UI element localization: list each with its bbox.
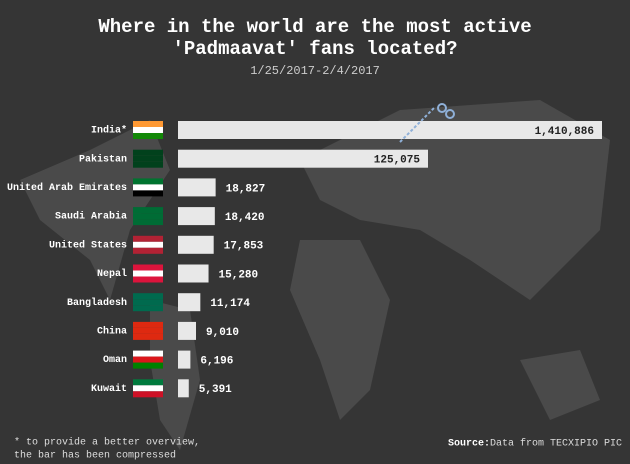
bar [178,321,197,340]
flag [133,276,163,283]
value-label: 17,853 [224,241,264,253]
flag [133,299,163,306]
value-label: 125,075 [374,155,421,167]
value-label: 9,010 [206,327,239,339]
bar [178,293,201,312]
source: Data from TECXIPIO PIC [490,438,622,450]
bar [178,264,209,283]
flag [133,149,163,156]
flag [133,161,163,168]
flag [133,333,163,340]
flag [133,127,163,133]
bar [178,235,214,254]
category-label: Kuwait [91,383,127,395]
flag [133,350,163,357]
source-label: Source: [448,439,490,450]
bar [178,178,216,197]
category-label: China [97,326,127,338]
flag [133,241,163,248]
flag [133,213,163,220]
flag [133,247,163,254]
flag [133,385,163,392]
flag [133,264,163,271]
flag [133,133,163,139]
value-label: 18,827 [226,183,266,195]
flag [133,121,163,127]
category-label: Saudi Arabia [55,211,127,223]
category-label: Pakistan [79,153,127,165]
category-label: United Arab Emirates [7,182,127,194]
bar [178,350,191,369]
flag [133,391,163,398]
flag [133,327,163,334]
flag [133,178,163,185]
flag [133,379,163,386]
flag [133,293,163,300]
category-label: India* [91,125,127,137]
category-label: United States [49,239,127,251]
bar [178,121,602,139]
break-marker [399,107,435,143]
category-label: Nepal [97,268,127,280]
scissors [437,103,447,113]
footnote: the bar has been compressed [14,450,176,462]
flag [133,190,163,197]
category-label: Bangladesh [67,297,127,309]
scissors [445,109,455,119]
bar [178,207,215,226]
flag [133,321,163,328]
flag [133,219,163,226]
flag [133,305,163,312]
value-label: 18,420 [225,212,265,224]
value-label: 15,280 [219,269,259,281]
category-label: Oman [103,355,127,366]
flag [133,356,163,363]
flag [133,207,163,214]
flag [133,362,163,369]
value-label: 1,410,886 [535,126,594,138]
flag [133,235,163,242]
chart-title: 'Padmaavat' fans located? [172,38,457,60]
flag [133,184,163,191]
subtitle: 1/25/2017-2/4/2017 [250,64,380,78]
flag [133,155,163,162]
bar [178,379,189,398]
footnote: * to provide a better overview, [14,437,200,449]
chart-title: Where in the world are the most active [98,16,531,38]
flag [133,270,163,277]
bar [178,149,428,168]
value-label: 5,391 [199,384,232,396]
value-label: 6,196 [200,356,233,368]
value-label: 11,174 [210,298,250,310]
